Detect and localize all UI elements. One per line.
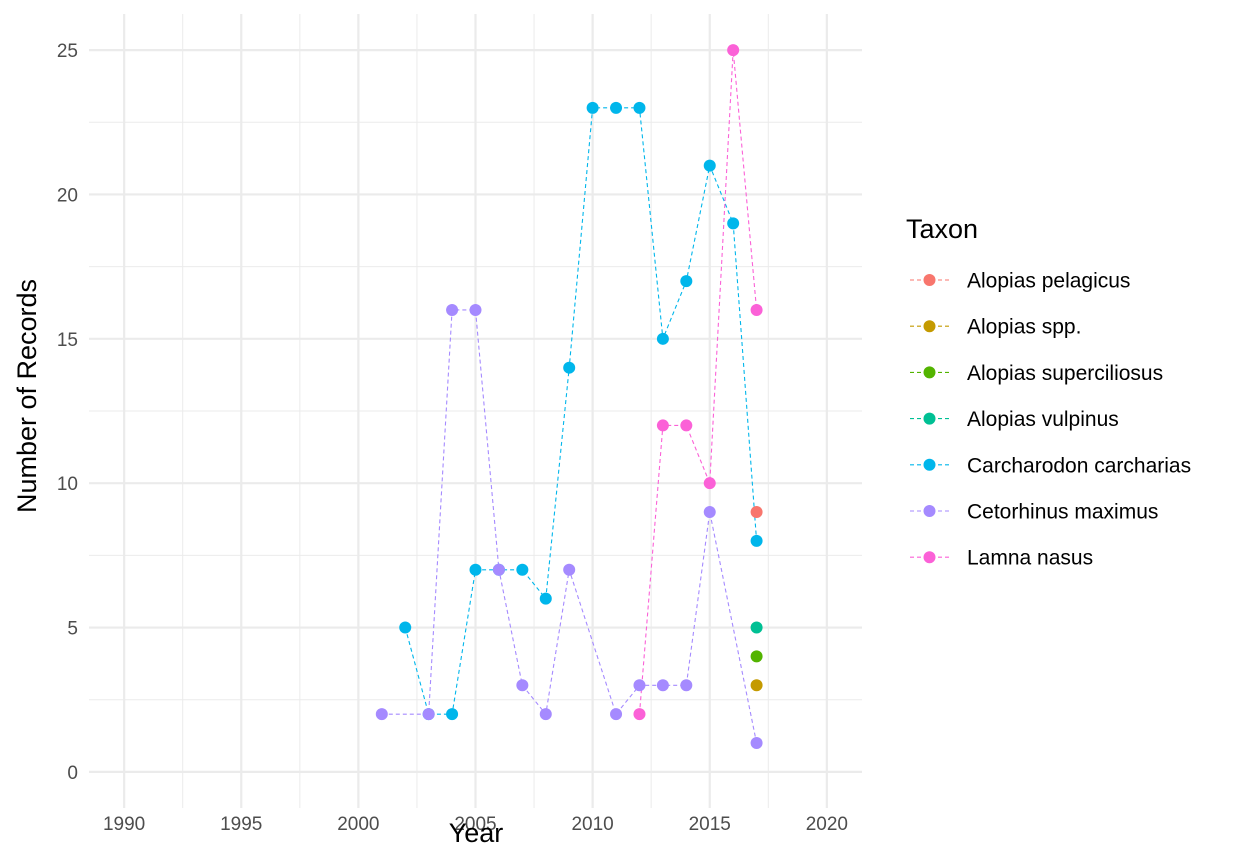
y-tick-label: 10 [57,474,78,495]
y-tick-label: 25 [57,41,78,62]
data-point [492,563,505,576]
legend-item: Carcharodon carcharias [910,454,1191,477]
series-line [638,50,758,715]
legend-label: Cetorhinus maximus [967,501,1158,524]
series-points [375,44,763,750]
data-point [586,101,599,114]
series-line [381,309,758,744]
data-point [563,563,576,576]
y-tick-label: 20 [57,185,78,206]
data-point [750,534,763,547]
data-point [703,477,716,490]
legend-item: Alopias vulpinus [910,408,1119,431]
major-gridlines [89,14,862,808]
legend-key-point [923,551,936,564]
data-point [656,332,669,345]
data-point [656,419,669,432]
data-point [516,679,529,692]
legend-item: Alopias superciliosus [910,362,1163,385]
data-point [539,708,552,721]
x-axis-title: Year [449,818,504,848]
legend-key-point [923,458,936,471]
data-point [539,592,552,605]
data-point [750,303,763,316]
data-point [633,708,646,721]
data-point [750,737,763,750]
legend-label: Alopias superciliosus [967,362,1163,385]
legend-title: Taxon [906,214,978,244]
data-point [680,419,693,432]
data-point [610,101,623,114]
x-tick-label: 2005 [454,814,496,835]
legend-key-point [923,366,936,379]
series-lines [381,50,758,744]
data-point [750,506,763,519]
x-tick-label: 2010 [571,814,613,835]
data-point [750,679,763,692]
legend-label: Lamna nasus [967,547,1093,570]
data-point [750,650,763,663]
legend-item: Alopias spp. [910,316,1081,339]
data-point [727,217,740,230]
x-tick-labels: 1990 1995 2000 2005 2010 2015 2020 [103,814,848,835]
data-point [469,303,482,316]
data-point [446,708,459,721]
x-tick-label: 2015 [689,814,731,835]
data-point [446,303,459,316]
legend-key-point [923,320,936,333]
data-point [680,275,693,288]
data-point [633,101,646,114]
legend-key-point [923,274,936,286]
legend-item: Cetorhinus maximus [910,501,1158,524]
data-point [422,708,435,721]
x-tick-label: 1990 [103,814,145,835]
data-point [633,679,646,692]
data-point [516,563,529,576]
legend-item: Lamna nasus [910,547,1093,570]
data-point [610,708,623,721]
data-point [680,679,693,692]
x-tick-label: 2000 [337,814,379,835]
legend-label: Alopias pelagicus [967,270,1130,293]
legend-item: Alopias pelagicus [910,270,1130,293]
y-tick-labels: 0 5 10 15 20 25 [57,41,78,784]
data-point [563,361,576,374]
x-tick-label: 2020 [806,814,848,835]
legend-key-point [923,505,936,517]
y-tick-label: 5 [67,619,78,640]
x-tick-label: 1995 [220,814,262,835]
legend: Taxon Alopias pelagicus Alopias spp. Alopi… [906,214,1191,570]
data-point [750,621,763,634]
data-point [375,708,388,721]
legend-label: Alopias vulpinus [967,408,1119,431]
data-point [656,679,669,692]
data-point [703,506,716,519]
legend-label: Alopias spp. [967,316,1081,339]
legend-label: Carcharodon carcharias [967,454,1191,477]
y-tick-label: 0 [67,763,78,784]
data-point [727,44,740,57]
data-point [703,159,716,172]
y-tick-label: 15 [57,330,78,351]
data-point [469,563,482,576]
y-axis-title: Number of Records [12,279,42,513]
data-point [399,621,412,634]
legend-key-point [923,412,936,425]
